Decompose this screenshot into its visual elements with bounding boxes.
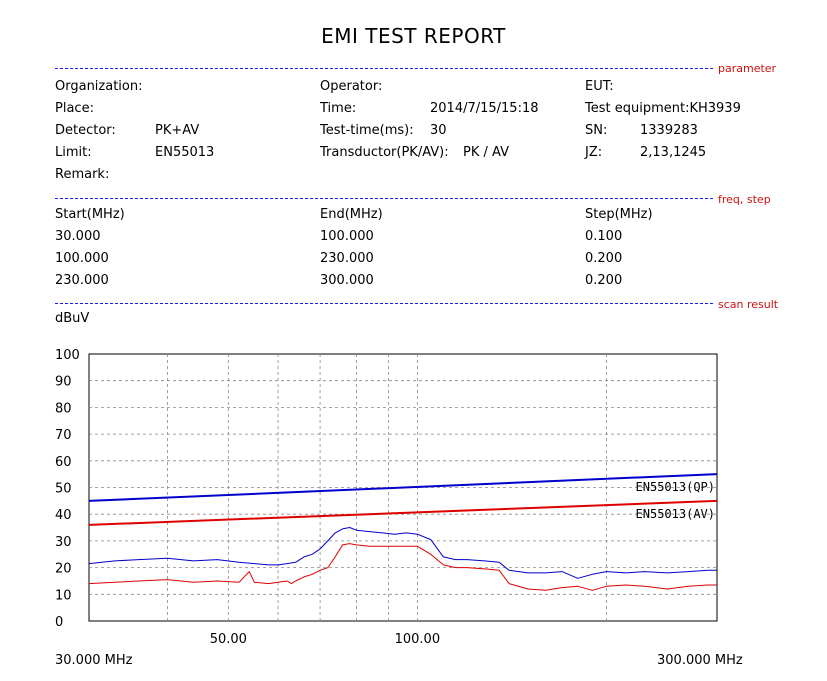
jz-label: JZ: [585,145,603,160]
section-label-parameter: parameter [718,62,777,75]
section-divider-parameter [55,68,713,69]
y-tick-label: 40 [55,508,72,523]
remark-label: Remark: [55,167,110,182]
y-tick-label: 10 [55,588,72,603]
section-divider-scan-result [55,303,713,304]
limit-label: Limit: [55,145,92,160]
time-value: 2014/7/15/15:18 [430,101,539,116]
operator-label: Operator: [320,79,383,94]
sn-label: SN: [585,123,608,138]
time-label: Time: [320,101,357,116]
limit-annotation: EN55013(AV) [636,507,715,521]
y-tick-label: 80 [55,401,72,416]
measurement-trace-average [88,543,717,591]
test-equipment-value: KH3939 [689,101,741,116]
x-range-end-label: 300.000 MHz [657,653,743,668]
place-label: Place: [55,101,94,116]
test-equipment-label: Test equipment: [585,101,690,116]
section-label-scan-result: scan result [718,298,779,311]
report-title: EMI TEST REPORT [321,24,506,48]
freq-row-3-step: 0.200 [585,273,623,288]
freq-row-2-end: 230.000 [320,251,374,266]
y-tick-label: 90 [55,375,72,390]
freq-row-1-end: 100.000 [320,229,374,244]
section-divider-freq-step [55,198,713,199]
freq-header-step: Step(MHz) [585,207,653,222]
freq-header-end: End(MHz) [320,207,383,222]
freq-row-3-end: 300.000 [320,273,374,288]
x-tick-label: 50.00 [210,632,247,647]
freq-row-2-step: 0.200 [585,251,623,266]
test-equipment: Test equipment:KH3939 [585,101,741,116]
limit-line-qp [88,473,718,502]
x-tick-label: 100.00 [395,632,441,647]
y-tick-label: 0 [55,615,63,630]
freq-row-3-start: 230.000 [55,273,109,288]
freq-header-start: Start(MHz) [55,207,125,222]
freq-row-1-start: 30.000 [55,229,101,244]
section-label-freq-step: freq, step [718,193,771,206]
transductor-label: Transductor(PK/AV): [320,145,449,160]
jz-value: 2,13,1245 [640,145,707,160]
y-tick-label: 60 [55,455,72,470]
y-tick-label: 70 [55,428,72,443]
y-tick-label: 20 [55,562,72,577]
freq-row-1-step: 0.100 [585,229,623,244]
y-tick-label: 30 [55,535,72,550]
test-time-label: Test-time(ms): [320,123,414,138]
organization-label: Organization: [55,79,143,94]
detector-label: Detector: [55,123,116,138]
limit-value: EN55013 [155,145,215,160]
detector-value: PK+AV [155,123,200,138]
transductor-value: PK / AV [463,145,509,160]
limit-line-av [88,499,718,526]
limit-annotation: EN55013(QP) [636,480,715,494]
test-time-value: 30 [430,123,447,138]
y-tick-label: 50 [55,482,72,497]
x-range-start-label: 30.000 MHz [55,653,133,668]
y-axis-unit-label: dBuV [55,311,90,326]
freq-row-2-start: 100.000 [55,251,109,266]
y-tick-label: 100 [55,348,80,363]
sn-value: 1339283 [640,123,698,138]
eut-label: EUT: [585,79,614,94]
measurement-trace-peak [88,527,717,579]
